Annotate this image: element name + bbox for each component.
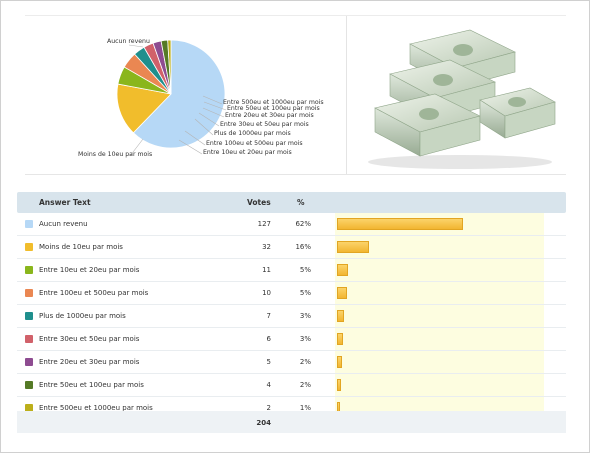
answer-label: Moins de 10eu par mois <box>39 243 123 251</box>
table-row: Entre 30eu et 50eu par mois 6 3% <box>17 328 566 351</box>
pie-leader-line <box>129 138 144 157</box>
pie-label: Entre 30eu et 50eu par mois <box>220 121 309 128</box>
answer-label: Entre 20eu et 30eu par mois <box>39 358 140 366</box>
answer-label: Plus de 1000eu par mois <box>39 312 126 320</box>
pie-leader-line <box>198 112 220 127</box>
pie-chart: Aucun revenu Entre 500eu et 1000eu par m… <box>25 16 345 174</box>
vote-percent: 5% <box>299 266 311 274</box>
bar-background <box>335 305 544 327</box>
vote-bar <box>337 241 369 253</box>
pie-label: Entre 100eu et 500eu par mois <box>206 140 303 147</box>
pie-slice <box>132 39 226 149</box>
vote-bar <box>337 218 463 230</box>
vote-count: 11 <box>262 266 271 274</box>
bar-background <box>335 236 544 258</box>
table-row: Entre 10eu et 20eu par mois 11 5% <box>17 259 566 282</box>
vote-bar <box>337 379 341 391</box>
table-row: Entre 50eu et 100eu par mois 4 2% <box>17 374 566 397</box>
color-swatch <box>25 289 33 297</box>
bar-background <box>335 259 544 281</box>
table-row: Plus de 1000eu par mois 7 3% <box>17 305 566 328</box>
table-row: Entre 100eu et 500eu par mois 10 5% <box>17 282 566 305</box>
vote-bar <box>337 310 344 322</box>
table-row: Entre 20eu et 30eu par mois 5 2% <box>17 351 566 374</box>
results-table: Answer Text Votes % Aucun revenu 127 62% Mo… <box>17 192 566 434</box>
header-divider <box>346 16 347 174</box>
table-row: Moins de 10eu par mois 32 16% <box>17 236 566 259</box>
vote-percent: 1% <box>299 404 311 412</box>
color-swatch <box>25 404 33 412</box>
vote-count: 32 <box>262 243 271 251</box>
table-footer: 204 <box>17 411 566 433</box>
answer-label: Aucun revenu <box>39 220 88 228</box>
column-header-votes: Votes <box>247 198 271 207</box>
vote-count: 5 <box>266 358 271 366</box>
answer-label: Entre 500eu et 1000eu par mois <box>39 404 153 412</box>
vote-count: 7 <box>266 312 271 320</box>
bar-background <box>335 351 544 373</box>
vote-count: 10 <box>262 289 271 297</box>
total-votes: 204 <box>256 419 271 427</box>
pie-label: Plus de 1000eu par mois <box>214 130 291 137</box>
color-swatch <box>25 381 33 389</box>
vote-bar <box>337 287 347 299</box>
vote-bar <box>337 333 343 345</box>
pie-leader-line <box>203 101 227 111</box>
color-swatch <box>25 220 33 228</box>
vote-percent: 3% <box>299 312 311 320</box>
pie-label: Entre 500eu et 1000eu par mois <box>223 99 324 106</box>
vote-bar <box>337 356 342 368</box>
vote-percent: 5% <box>299 289 311 297</box>
vote-count: 127 <box>257 220 271 228</box>
color-swatch <box>25 312 33 320</box>
vote-count: 2 <box>266 404 271 412</box>
vote-count: 6 <box>266 335 271 343</box>
answer-label: Entre 10eu et 20eu par mois <box>39 266 140 274</box>
pie-leader-line <box>202 95 223 105</box>
results-header-area: Aucun revenu Entre 500eu et 1000eu par m… <box>25 15 566 175</box>
table-row: Aucun revenu 127 62% <box>17 213 566 236</box>
vote-percent: 3% <box>299 335 311 343</box>
pie-chart-svg <box>116 39 227 157</box>
pie-leader-line <box>184 130 206 146</box>
answer-label: Entre 100eu et 500eu par mois <box>39 289 149 297</box>
column-header-answer: Answer Text <box>39 198 91 207</box>
pie-leader-line <box>202 107 225 118</box>
pie-leader-line <box>178 139 203 155</box>
pie-label: Entre 10eu et 20eu par mois <box>203 149 292 156</box>
vote-percent: 2% <box>299 381 311 389</box>
pie-slice <box>116 83 172 134</box>
vote-percent: 16% <box>295 243 311 251</box>
money-stacks-icon <box>355 22 565 172</box>
color-swatch <box>25 243 33 251</box>
bar-background <box>335 282 544 304</box>
pie-label: Aucun revenu <box>107 38 150 45</box>
color-swatch <box>25 266 33 274</box>
answer-label: Entre 50eu et 100eu par mois <box>39 381 144 389</box>
vote-percent: 62% <box>295 220 311 228</box>
column-header-percent: % <box>297 198 305 207</box>
pie-leader-line <box>128 44 144 48</box>
vote-percent: 2% <box>299 358 311 366</box>
color-swatch <box>25 335 33 343</box>
table-body: Aucun revenu 127 62% Moins de 10eu par mois… <box>17 213 566 420</box>
bar-background <box>335 328 544 350</box>
answer-label: Entre 30eu et 50eu par mois <box>39 335 140 343</box>
pie-leader-line <box>194 118 214 136</box>
pie-slice <box>167 39 172 95</box>
pie-label: Moins de 10eu par mois <box>78 151 153 158</box>
pie-label: Entre 50eu et 100eu par mois <box>227 105 320 112</box>
bar-background <box>335 374 544 396</box>
pie-label: Entre 20eu et 30eu par mois <box>225 112 314 119</box>
table-header: Answer Text Votes % <box>17 192 566 213</box>
color-swatch <box>25 358 33 366</box>
vote-bar <box>337 264 348 276</box>
vote-count: 4 <box>266 381 271 389</box>
